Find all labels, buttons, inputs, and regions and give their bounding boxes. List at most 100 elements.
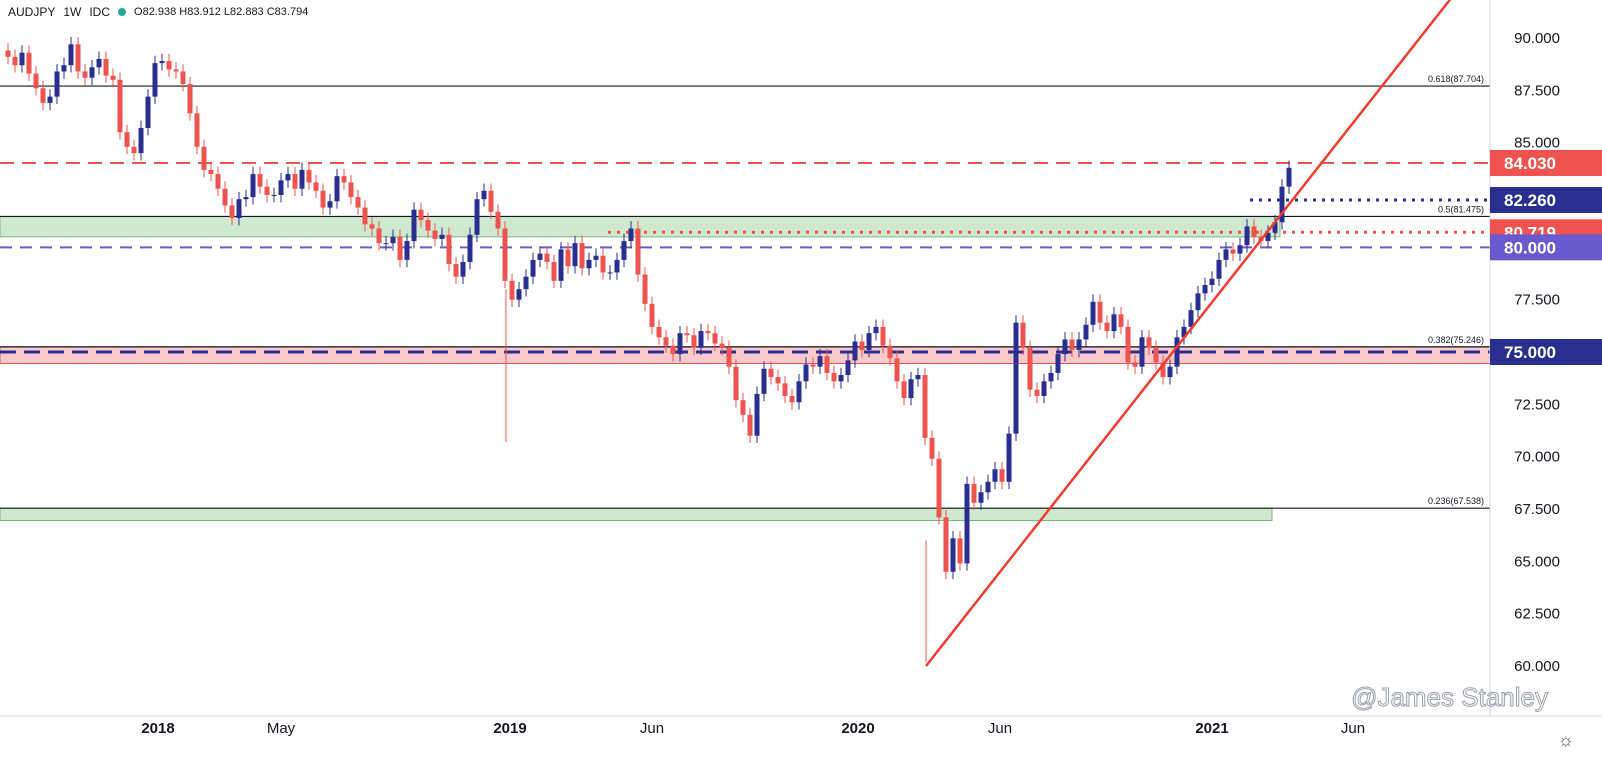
price-label-box <box>1490 187 1602 214</box>
candle-body <box>572 243 578 267</box>
candle-body <box>292 174 298 189</box>
candle-body <box>600 255 606 273</box>
candle-body <box>166 61 172 70</box>
candle-body <box>1167 366 1173 378</box>
candle-body <box>124 132 130 147</box>
interval-label[interactable]: 1W <box>63 5 82 19</box>
candle-body <box>1048 372 1054 382</box>
candle-body <box>215 174 221 189</box>
candle-body <box>922 375 928 438</box>
candle-body <box>1216 259 1222 279</box>
price-label-box <box>1490 234 1602 261</box>
candle-body <box>1139 337 1145 367</box>
candle-body <box>103 58 109 76</box>
candle-body <box>740 400 746 415</box>
trendline <box>925 0 1452 667</box>
y-tick-label: 60.000 <box>1514 658 1560 675</box>
candle-body <box>579 243 585 269</box>
candle-body <box>425 220 431 231</box>
candle-body <box>82 71 88 78</box>
price-label-box <box>1490 339 1602 365</box>
y-tick-label: 70.000 <box>1514 449 1560 466</box>
candle-body <box>831 372 837 382</box>
candle-body <box>1160 362 1166 378</box>
candle-body <box>194 113 200 147</box>
candle-body <box>33 73 39 89</box>
candle-body <box>607 272 613 274</box>
candle-body <box>502 228 508 281</box>
candle-body <box>670 345 676 355</box>
candle-body <box>894 358 900 382</box>
candle-body <box>537 253 543 260</box>
candle-body <box>145 96 151 129</box>
candle-body <box>460 261 466 277</box>
candle-body <box>152 63 158 97</box>
fib-level-label: 0.382(75.246) <box>1428 335 1484 345</box>
candle-body <box>131 146 137 154</box>
candle-body <box>628 228 634 242</box>
candle-body <box>1272 222 1278 233</box>
candle-body <box>1034 389 1040 396</box>
y-tick-label: 65.000 <box>1514 553 1560 570</box>
candle-body <box>649 303 655 327</box>
candle-body <box>306 169 312 183</box>
watermark: @James Stanley <box>1351 682 1548 712</box>
candle-body <box>439 234 445 239</box>
gear-icon[interactable]: ☼ <box>1557 730 1575 750</box>
candle-body <box>789 395 795 403</box>
candle-body <box>992 469 998 482</box>
candle-body <box>768 368 774 378</box>
price-label-text: 80.000 <box>1504 238 1556 257</box>
price-axis[interactable] <box>1490 0 1602 757</box>
candle-body <box>474 199 480 235</box>
candle-body <box>40 88 46 103</box>
candle-body <box>586 259 592 269</box>
candle-body <box>208 169 214 175</box>
candle-body <box>369 224 375 229</box>
candle-body <box>1209 278 1215 286</box>
candle-body <box>327 201 333 208</box>
candle-body <box>271 195 277 196</box>
y-tick-label: 77.500 <box>1514 292 1560 309</box>
candle-body <box>544 253 550 262</box>
candle-body <box>712 333 718 344</box>
candle-body <box>978 492 984 503</box>
candle-body <box>229 205 235 219</box>
candle-body <box>936 458 942 518</box>
candle-body <box>880 326 886 346</box>
candle-body <box>1174 337 1180 367</box>
y-tick-label: 62.500 <box>1514 606 1560 623</box>
candle-body <box>1041 381 1047 396</box>
candle-body <box>873 326 879 334</box>
candle-body <box>47 96 53 103</box>
x-tick-label: Jun <box>988 720 1012 737</box>
candle-body <box>285 174 291 181</box>
candle-body <box>376 228 382 244</box>
candle-body <box>1083 324 1089 340</box>
price-label-text: 84.030 <box>1504 154 1556 173</box>
candle-body <box>278 180 284 195</box>
candle-body <box>964 483 970 564</box>
candle-body <box>257 174 263 187</box>
candle-body <box>1195 293 1201 311</box>
candle-body <box>1132 362 1138 367</box>
symbol-name[interactable]: AUDJPY <box>8 5 56 19</box>
candle-body <box>1237 245 1243 254</box>
candle-body <box>887 345 893 359</box>
candle-body <box>810 364 816 367</box>
candle-body <box>481 190 487 200</box>
fib-level-label: 0.618(87.704) <box>1428 74 1484 84</box>
candle-body <box>110 75 116 80</box>
candle-body <box>950 538 956 572</box>
candle-body <box>943 517 949 572</box>
candle-body <box>75 44 81 72</box>
y-tick-label: 90.000 <box>1514 30 1560 47</box>
candle-body <box>117 79 123 133</box>
candle-body <box>383 243 389 245</box>
candle-body <box>222 188 228 206</box>
candle-body <box>453 264 459 277</box>
candle-body <box>684 333 690 336</box>
candle-body <box>299 169 305 189</box>
